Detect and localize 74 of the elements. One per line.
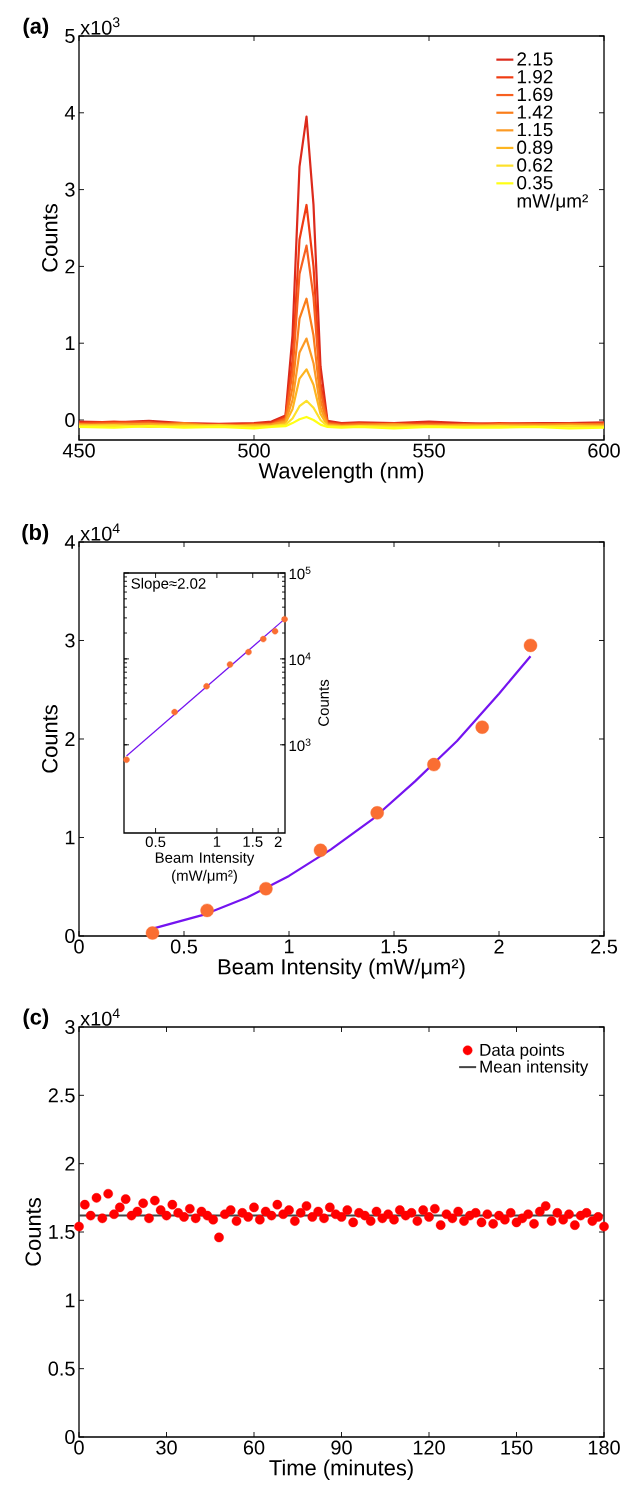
- x-tick-label: 1: [213, 836, 221, 847]
- x-tick-label: 500: [238, 443, 270, 458]
- point: [523, 638, 538, 653]
- y-tick-label: 3: [65, 182, 75, 197]
- annotation: Slope≈2.02: [131, 577, 206, 592]
- x-tick-label: 0.5: [170, 939, 198, 954]
- y-tick-label: 5: [65, 29, 75, 43]
- line-series: [77, 399, 606, 429]
- y-tick-label: 2: [65, 259, 75, 274]
- chart-title: (a): [23, 17, 49, 39]
- x-tick-label: 450: [62, 443, 95, 458]
- text: x10$^{3}$: [80, 17, 120, 35]
- legend-label: Data points: [480, 1043, 565, 1060]
- legend-label: 0.35: [517, 175, 553, 190]
- y-tick-label: 0.5: [48, 1361, 75, 1376]
- x-tick-label: 120: [413, 1440, 445, 1455]
- text: x10$^{4}$: [80, 523, 120, 541]
- point: [259, 882, 273, 896]
- x-tick-label: 0.5: [145, 836, 166, 848]
- point: [427, 757, 441, 772]
- x-tick-label: 1.5: [243, 836, 263, 847]
- y-axis-title: Counts: [42, 204, 58, 272]
- y-tick-label: 10$^{5}$: [289, 566, 311, 580]
- x-tick-label: 90: [331, 1440, 352, 1455]
- x-tick-label: 2.5: [591, 939, 618, 954]
- chart-title: (b): [22, 523, 49, 545]
- y-tick-label: 1: [65, 336, 75, 351]
- point: [145, 926, 160, 940]
- text: x10$^{4}$: [80, 1008, 120, 1026]
- x-tick-label: 150: [501, 1440, 533, 1455]
- x-axis-title: Wavelength (nm): [258, 462, 424, 483]
- legend-label: 1.92: [517, 69, 553, 84]
- y-tick-label: 0: [65, 1429, 75, 1445]
- y-tick-label: 10$^{3}$: [289, 738, 311, 752]
- legend-label: 0.62: [517, 158, 553, 172]
- x-tick-label: 1.5: [381, 939, 408, 954]
- x-tick-label: 60: [243, 1440, 265, 1455]
- legend-label: 2.15: [517, 52, 553, 66]
- y-axis-title: Counts: [25, 1198, 41, 1266]
- legend-label: 0.89: [517, 140, 553, 154]
- line-series: [77, 415, 606, 430]
- y-tick-label: 2: [65, 1156, 75, 1171]
- x-tick-label: 180: [588, 1440, 620, 1455]
- x-tick-label: 30: [156, 1440, 177, 1455]
- y-tick-label: 2: [65, 732, 75, 746]
- x-tick-label: 550: [413, 443, 445, 458]
- y-tick-label: 3: [65, 1019, 75, 1035]
- y-tick-label: 2.5: [48, 1088, 75, 1103]
- x-tick-label: 2: [274, 836, 282, 847]
- y-tick-label: 0: [65, 928, 75, 944]
- x-tick-label: 2: [494, 939, 504, 954]
- legend-label: 1.42: [517, 105, 553, 119]
- point: [370, 806, 384, 820]
- y-tick-label: 1: [65, 1293, 75, 1308]
- y-tick-label: 4: [64, 105, 75, 120]
- legend-title: mW/μm²: [517, 193, 588, 212]
- legend-label: Mean intensity: [480, 1060, 589, 1077]
- legend-label: 1.15: [517, 123, 553, 137]
- y-tick-label: 3: [65, 633, 75, 648]
- y-tick-label: 10$^{4}$: [289, 652, 311, 666]
- y-axis-title: Counts: [42, 705, 58, 773]
- point: [200, 903, 214, 918]
- point: [475, 720, 489, 734]
- x-tick-label: 600: [588, 443, 620, 458]
- legend-label: 1.69: [517, 87, 553, 102]
- point: [313, 843, 328, 857]
- x-axis-title: Time (minutes): [269, 1459, 413, 1480]
- x-axis-title: Beam Intensity (mW/μm²): [155, 851, 255, 884]
- y-tick-label: 1.5: [49, 1225, 75, 1239]
- y-tick-label: 4: [64, 535, 75, 549]
- y-axis-title: Counts: [318, 679, 329, 726]
- x-axis-title: Beam Intensity (mW/μm²): [218, 958, 465, 979]
- chart-title: (c): [23, 1008, 49, 1030]
- y-tick-label: 0: [65, 412, 75, 428]
